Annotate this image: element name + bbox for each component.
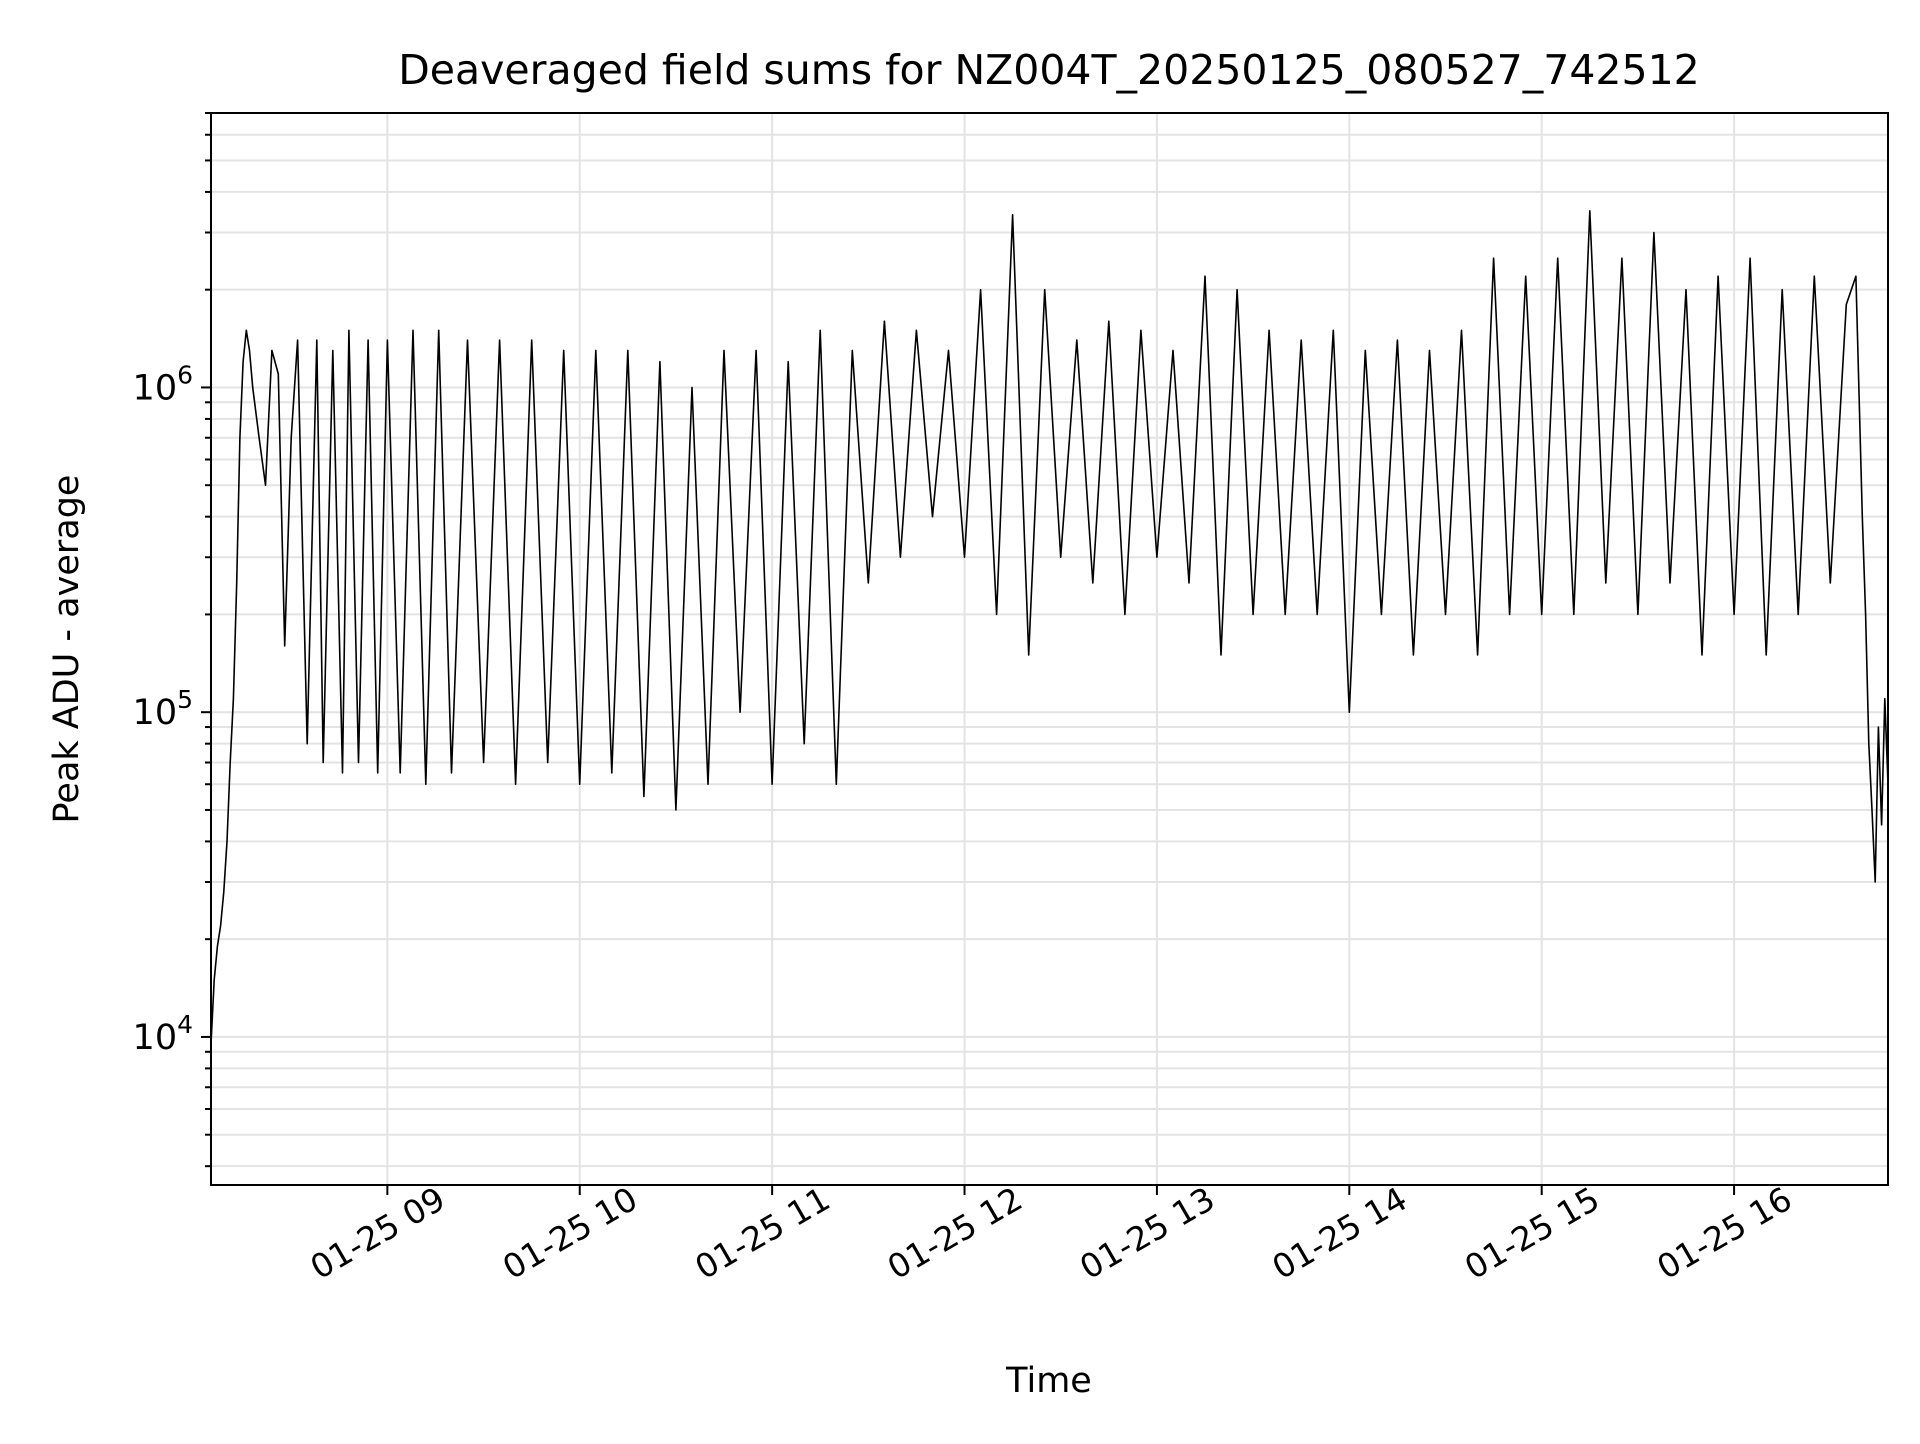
chart-title: Deaveraged field sums for NZ004T_2025012… bbox=[398, 46, 1700, 94]
x-tick-label: 01-25 16 bbox=[1650, 1179, 1798, 1287]
grid bbox=[211, 112, 1888, 1185]
x-tick-label: 01-25 13 bbox=[1073, 1179, 1221, 1287]
x-tick-label: 01-25 09 bbox=[304, 1179, 452, 1287]
x-tick-label: 01-25 14 bbox=[1266, 1179, 1414, 1287]
x-tick-label: 01-25 12 bbox=[881, 1179, 1029, 1287]
y-tick-label: 104 bbox=[133, 1010, 193, 1058]
y-tick-label: 106 bbox=[133, 360, 193, 408]
x-axis-label: Time bbox=[1005, 1361, 1092, 1401]
y-tick-label: 105 bbox=[133, 685, 193, 733]
x-tick-label: 01-25 15 bbox=[1458, 1179, 1606, 1287]
y-axis-label: Peak ADU - average bbox=[47, 475, 87, 824]
series-layer bbox=[210, 210, 1889, 1045]
plot-frame bbox=[210, 112, 1889, 1186]
x-tick-label: 01-25 10 bbox=[496, 1179, 644, 1287]
x-tick-label: 01-25 11 bbox=[688, 1179, 836, 1287]
series-line bbox=[210, 210, 1889, 1045]
